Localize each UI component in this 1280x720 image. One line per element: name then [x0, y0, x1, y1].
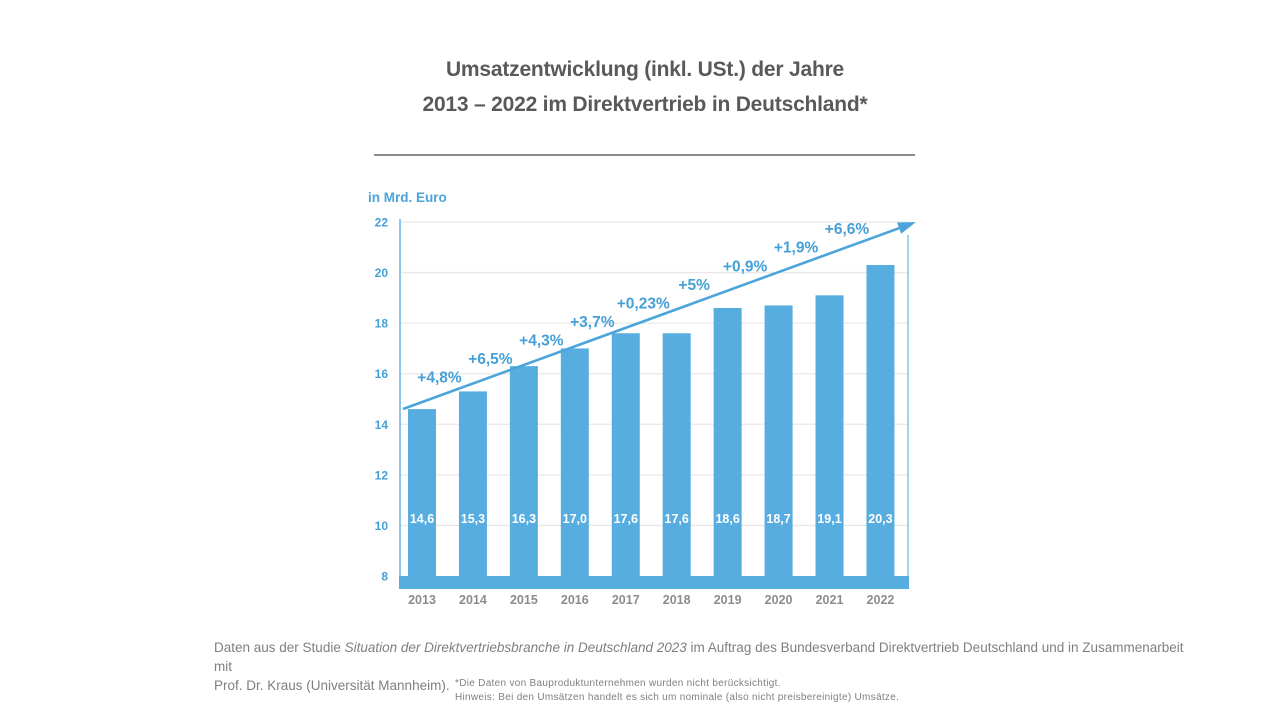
bar-2014: [458, 391, 487, 589]
x-tick-label: 2016: [561, 593, 589, 607]
x-tick-label: 2013: [408, 593, 436, 607]
x-tick-label: 2014: [459, 593, 487, 607]
bar-2016: [560, 348, 589, 589]
bar-2020: [764, 305, 793, 589]
y-tick-label: 20: [375, 266, 389, 280]
footnote: *Die Daten von Bauproduktunternehmen wur…: [455, 677, 975, 705]
bar-2013: [408, 409, 436, 589]
growth-label: +0,23%: [617, 295, 670, 312]
chart-title-line2: 2013 – 2022 im Direktvertrieb in Deutsch…: [422, 93, 868, 116]
growth-label: +0,9%: [723, 258, 768, 275]
chart-title-line1: Umsatzentwicklung (inkl. USt.) der Jahre: [445, 58, 845, 81]
bar-value-label: 17,6: [614, 512, 638, 526]
footnote-line2: Hinweis: Bei den Umsätzen handelt es sic…: [455, 692, 900, 703]
source-credit-line2: Prof. Dr. Kraus (Universität Mannheim).: [214, 678, 450, 693]
y-axis-unit-label: in Mrd. Euro: [368, 190, 447, 205]
bar-value-label: 17,0: [563, 512, 587, 526]
x-tick-label: 2019: [714, 593, 742, 607]
y-tick-label: 10: [375, 519, 389, 533]
x-tick-label: 2020: [765, 593, 793, 607]
x-tick-label: 2017: [612, 593, 640, 607]
source-credit: Daten aus der Studie Situation der Direk…: [214, 638, 1194, 695]
credit-prefix: Daten aus der Studie: [214, 640, 345, 655]
y-tick-label: 12: [375, 468, 389, 482]
bar-value-label: 16,3: [512, 512, 536, 526]
credit-study-title: Situation der Direktvertriebsbranche in …: [344, 640, 687, 655]
x-tick-label: 2018: [663, 593, 691, 607]
growth-label: +4,8%: [417, 370, 462, 387]
bar-value-label: 19,1: [817, 512, 841, 526]
x-tick-label: 2021: [816, 593, 844, 607]
footnote-line1: *Die Daten von Bauproduktunternehmen wur…: [455, 678, 781, 689]
y-tick-label: 14: [375, 418, 389, 432]
bar-value-label: 15,3: [461, 512, 485, 526]
bar-2021: [815, 295, 844, 589]
x-tick-label: 2015: [510, 593, 538, 607]
bar-2022: [866, 264, 895, 589]
chart-title: Umsatzentwicklung (inkl. USt.) der Jahre…: [300, 52, 990, 122]
source-credit-line1: Daten aus der Studie Situation der Direk…: [214, 638, 1194, 676]
trend-line: [402, 224, 908, 411]
y-tick-label: 16: [375, 367, 389, 381]
growth-label: +1,9%: [774, 240, 819, 257]
bar-value-label: 14,6: [410, 512, 434, 526]
bar-value-label: 18,6: [715, 512, 739, 526]
bar-2018: [662, 333, 691, 589]
bar-value-label: 18,7: [766, 512, 790, 526]
y-tick-label: 18: [375, 317, 389, 331]
x-tick-label: 2022: [867, 593, 895, 607]
credit-suffix: im Auftrag des Bundesverband Direktvertr…: [214, 640, 1184, 674]
growth-label: +5%: [678, 277, 710, 294]
growth-label: +3,7%: [570, 314, 615, 331]
growth-label: +4,3%: [519, 333, 564, 350]
bar-2015: [509, 366, 538, 589]
growth-label: +6,6%: [825, 221, 870, 238]
trend-arrowhead: [897, 222, 916, 234]
growth-label: +6,5%: [468, 351, 513, 368]
y-tick-label: 22: [375, 216, 389, 230]
bar-2017: [611, 333, 640, 589]
y-tick-label: 8: [381, 570, 388, 584]
bar-value-label: 17,6: [665, 512, 689, 526]
title-divider-line: [374, 154, 915, 156]
bar-value-label: 20,3: [868, 512, 892, 526]
bar-2019: [713, 307, 742, 589]
